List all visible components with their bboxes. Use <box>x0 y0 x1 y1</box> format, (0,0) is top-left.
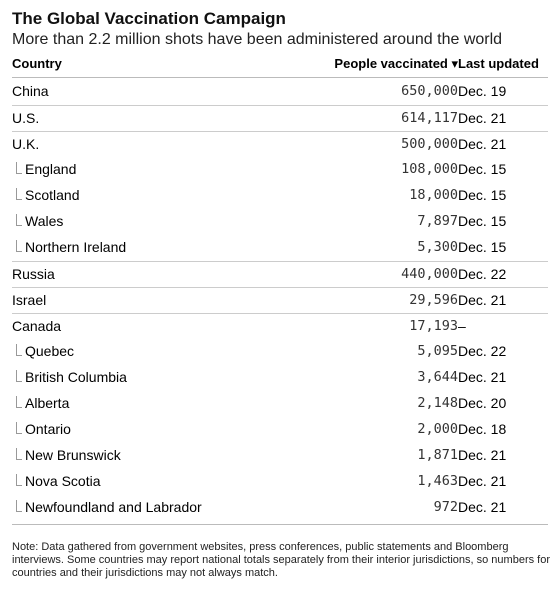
people-vaccinated-value: 2,148 <box>417 395 458 411</box>
jurisdiction-name: Ontario <box>16 421 71 437</box>
row-label: Ontario <box>25 421 71 437</box>
country-name: Israel <box>12 292 46 308</box>
last-updated-date: Dec. 21 <box>458 473 507 489</box>
row-label: Quebec <box>25 343 75 359</box>
table-row: Nova Scotia 1,463 Dec. 21 <box>12 469 548 495</box>
jurisdiction-name: England <box>16 161 76 177</box>
jurisdiction-name: Wales <box>16 213 63 229</box>
last-updated-date: Dec. 21 <box>458 292 507 308</box>
last-updated-date: Dec. 21 <box>458 136 507 152</box>
people-vaccinated-value: 650,000 <box>401 83 458 99</box>
jurisdiction-name: Scotland <box>16 187 79 203</box>
people-vaccinated-value: 972 <box>433 499 458 515</box>
country-name: Canada <box>12 318 61 334</box>
table-bottom-divider <box>12 524 548 525</box>
people-vaccinated-value: 3,644 <box>417 369 458 385</box>
last-updated-date: Dec. 18 <box>458 421 507 437</box>
last-updated-date: Dec. 20 <box>458 395 507 411</box>
row-label: British Columbia <box>25 369 127 385</box>
jurisdiction-name: Nova Scotia <box>16 473 100 489</box>
column-header-people-vaccinated[interactable]: People vaccinated ▾ <box>334 56 458 71</box>
table-row: New Brunswick 1,871 Dec. 21 <box>12 443 548 469</box>
people-vaccinated-value: 29,596 <box>409 292 458 308</box>
country-name: Russia <box>12 266 55 282</box>
page-title: The Global Vaccination Campaign <box>12 9 286 28</box>
row-label: Nova Scotia <box>25 473 101 489</box>
table-row: Canada 17,193– <box>12 313 548 339</box>
jurisdiction-name: Newfoundland and Labrador <box>16 499 202 515</box>
table-row: U.S. 614,117 Dec. 21 <box>12 105 548 131</box>
jurisdiction-name: Quebec <box>16 343 74 359</box>
table-header: Country People vaccinated ▾ Last updated <box>12 54 548 78</box>
jurisdiction-name: Alberta <box>16 395 69 411</box>
last-updated-date: Dec. 15 <box>458 161 507 177</box>
column-header-last-updated[interactable]: Last updated <box>458 56 539 71</box>
last-updated-date: Dec. 22 <box>458 266 507 282</box>
people-vaccinated-value: 2,000 <box>417 421 458 437</box>
table-row: China 650,000 Dec. 19 <box>12 79 548 105</box>
table-row: Quebec 5,095 Dec. 22 <box>12 339 548 365</box>
row-label: England <box>25 161 77 177</box>
last-updated-date: Dec. 22 <box>458 343 507 359</box>
last-updated-date: Dec. 15 <box>458 213 507 229</box>
country-name: China <box>12 83 49 99</box>
table-row: Israel 29,596 Dec. 21 <box>12 287 548 313</box>
last-updated-date: Dec. 21 <box>458 110 507 126</box>
table-row: U.K. 500,000 Dec. 21 <box>12 131 548 157</box>
row-label: Russia <box>12 266 55 282</box>
people-vaccinated-value: 614,117 <box>401 110 458 126</box>
row-label: Newfoundland and Labrador <box>25 499 202 515</box>
people-vaccinated-value: 1,463 <box>417 473 458 489</box>
people-vaccinated-value: 108,000 <box>401 161 458 177</box>
people-vaccinated-value: 500,000 <box>401 136 458 152</box>
people-vaccinated-value: 1,871 <box>417 447 458 463</box>
row-label: U.S. <box>12 110 40 126</box>
table-row: Alberta 2,148 Dec. 20 <box>12 391 548 417</box>
last-updated-date: Dec. 21 <box>458 499 507 515</box>
people-vaccinated-value: 440,000 <box>401 266 458 282</box>
people-vaccinated-value: 7,897 <box>417 213 458 229</box>
table-row: Ontario 2,000 Dec. 18 <box>12 417 548 443</box>
table-row: Scotland 18,000 Dec. 15 <box>12 183 548 209</box>
row-label: New Brunswick <box>25 447 121 463</box>
last-updated-date: Dec. 21 <box>458 369 507 385</box>
row-label: Wales <box>25 213 64 229</box>
table-row: British Columbia 3,644 Dec. 21 <box>12 365 548 391</box>
last-updated-date: Dec. 21 <box>458 447 507 463</box>
jurisdiction-name: Northern Ireland <box>16 239 126 255</box>
row-label: Canada <box>12 318 62 334</box>
footnote: Note: Data gathered from government webs… <box>12 541 551 579</box>
last-updated-date: – <box>458 318 466 334</box>
table-body: China 650,000 Dec. 19 U.S. 614,117 Dec. 21 U.K… <box>12 79 548 521</box>
people-vaccinated-value: 18,000 <box>409 187 458 203</box>
column-header-country[interactable]: Country <box>12 56 62 71</box>
jurisdiction-name: New Brunswick <box>16 447 121 463</box>
row-label: Northern Ireland <box>25 239 127 255</box>
row-label: U.K. <box>12 136 40 152</box>
table-row: Wales 7,897 Dec. 15 <box>12 209 548 235</box>
row-label: Israel <box>12 292 47 308</box>
last-updated-date: Dec. 19 <box>458 83 507 99</box>
people-vaccinated-value: 5,095 <box>417 343 458 359</box>
last-updated-date: Dec. 15 <box>458 239 507 255</box>
table-row: Northern Ireland 5,300 Dec. 15 <box>12 235 548 261</box>
country-name: U.S. <box>12 110 39 126</box>
table-row: Newfoundland and Labrador 972 Dec. 21 <box>12 495 548 521</box>
jurisdiction-name: British Columbia <box>16 369 127 385</box>
last-updated-date: Dec. 15 <box>458 187 507 203</box>
table-row: Russia 440,000 Dec. 22 <box>12 261 548 287</box>
row-label: China <box>12 83 49 99</box>
country-name: U.K. <box>12 136 39 152</box>
table-row: England 108,000 Dec. 15 <box>12 157 548 183</box>
page-subtitle: More than 2.2 million shots have been ad… <box>12 31 503 48</box>
row-label: Alberta <box>25 395 70 411</box>
row-label: Scotland <box>25 187 80 203</box>
people-vaccinated-value: 17,193 <box>409 318 458 334</box>
people-vaccinated-value: 5,300 <box>417 239 458 255</box>
